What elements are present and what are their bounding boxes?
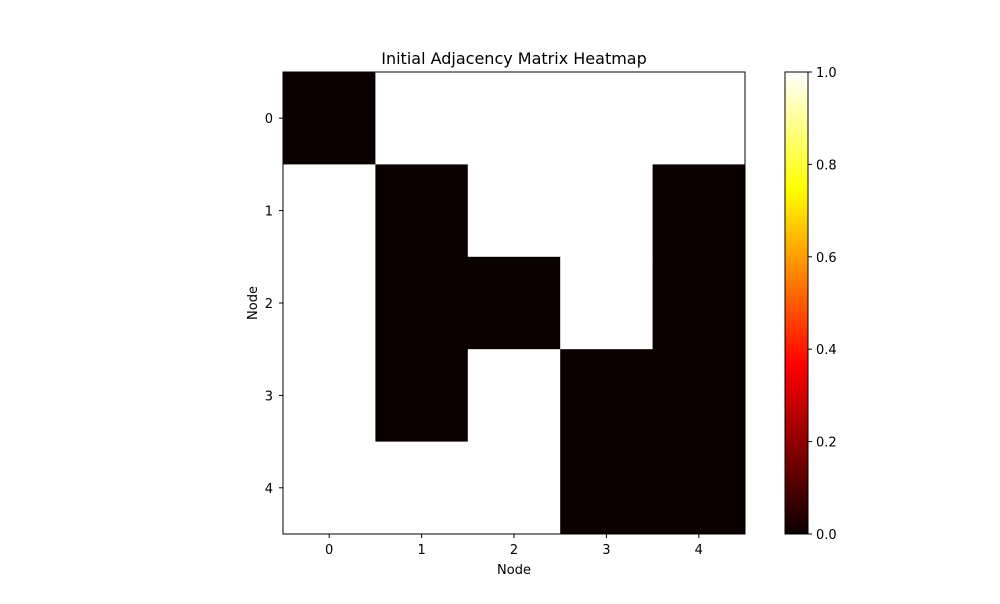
colorbar-tick-label: 0.0: [816, 528, 837, 543]
heatmap-cell: [652, 72, 746, 165]
y-axis-ticks: 0 1 2 3 4: [265, 112, 283, 497]
heatmap-cells: [283, 72, 746, 535]
heatmap-cell: [283, 349, 376, 443]
colorbar-tick-label: 0.2: [816, 436, 837, 451]
heatmap-cell: [467, 164, 561, 258]
chart-title: Initial Adjacency Matrix Heatmap: [381, 49, 647, 68]
heatmap-cell: [560, 441, 654, 535]
x-tick-label: 4: [695, 543, 703, 558]
heatmap-cell: [467, 72, 561, 165]
heatmap-cell: [375, 72, 469, 165]
y-tick-label: 3: [265, 389, 273, 404]
x-tick-label: 3: [602, 543, 610, 558]
heatmap-cell: [652, 441, 746, 535]
y-tick-label: 4: [265, 482, 273, 497]
heatmap-cell: [375, 349, 469, 443]
heatmap-cell: [467, 441, 561, 535]
colorbar-tick-label: 0.8: [816, 158, 837, 173]
colorbar-ticks: 0.0 0.2 0.4 0.6 0.8 1.0: [808, 66, 837, 543]
heatmap-cell: [283, 441, 376, 535]
y-tick-label: 2: [265, 297, 273, 312]
y-axis-label: Node: [246, 286, 261, 320]
colorbar-tick-label: 1.0: [816, 66, 837, 81]
heatmap-cell: [652, 349, 746, 443]
heatmap-cell: [467, 349, 561, 443]
heatmap-cell: [652, 256, 746, 350]
x-tick-label: 2: [510, 543, 518, 558]
heatmap-cell: [375, 164, 469, 258]
colorbar: [784, 71, 809, 535]
x-tick-label: 1: [417, 543, 425, 558]
heatmap-cell: [560, 349, 654, 443]
y-tick-label: 0: [265, 112, 273, 127]
heatmap-cell: [283, 72, 376, 165]
heatmap-cell: [467, 256, 561, 350]
heatmap-cell: [375, 441, 469, 535]
x-tick-label: 0: [325, 543, 333, 558]
y-tick-label: 1: [265, 205, 273, 220]
heatmap-cell: [560, 72, 654, 165]
x-axis-label: Node: [497, 563, 531, 578]
colorbar-tick-label: 0.6: [816, 251, 837, 266]
colorbar-tick-label: 0.4: [816, 343, 837, 358]
heatmap-cell: [560, 164, 654, 258]
heatmap-cell: [375, 256, 469, 350]
heatmap-cell: [652, 164, 746, 258]
heatmap-cell: [560, 256, 654, 350]
heatmap-cell: [283, 256, 376, 350]
x-axis-ticks: 0 1 2 3 4: [325, 534, 703, 558]
heatmap-cell: [283, 164, 376, 258]
